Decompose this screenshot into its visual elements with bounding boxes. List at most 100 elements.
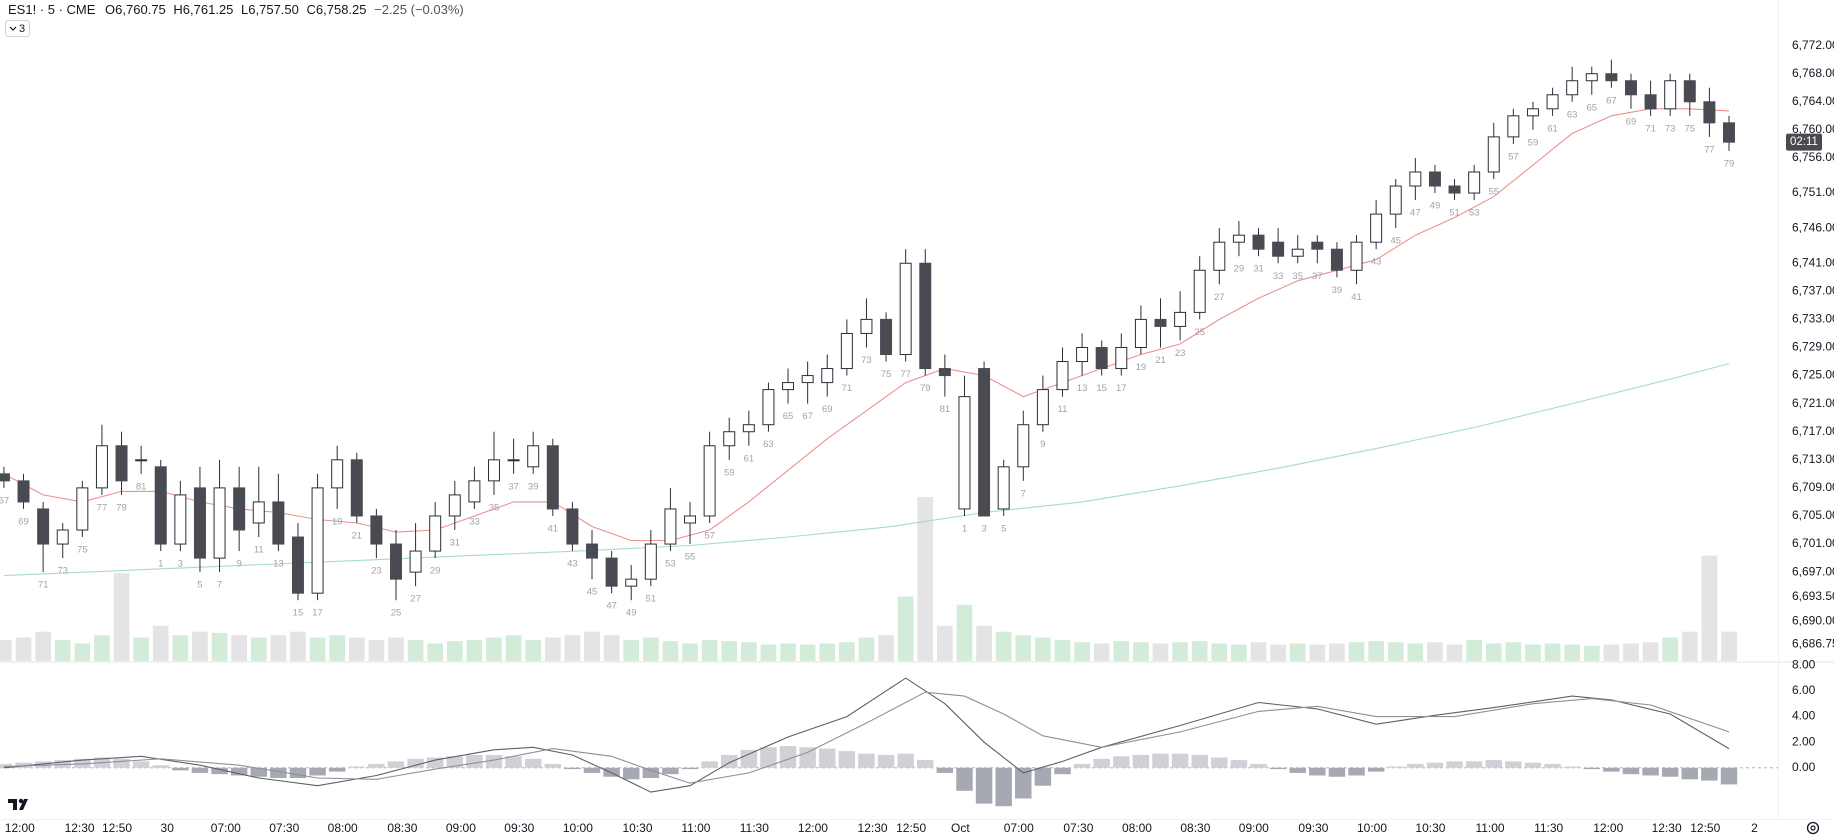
bar-count: 3 [981, 523, 986, 534]
histogram-bar [426, 757, 444, 768]
candle-body [350, 459, 363, 517]
bar-count: 79 [920, 383, 931, 394]
gear-hub[interactable] [1810, 825, 1816, 831]
candle-body [546, 445, 559, 510]
candle-body [1115, 346, 1128, 370]
candle-body [958, 396, 971, 510]
candle-body [1017, 424, 1030, 468]
histogram-bar [1524, 762, 1542, 768]
histogram-bar [132, 761, 150, 768]
volume-bar [897, 596, 914, 661]
chevron-icon[interactable] [9, 26, 17, 31]
histogram-bar [603, 767, 620, 777]
bar-count: 19 [1136, 362, 1147, 373]
histogram-bar [1230, 760, 1248, 768]
gear-icon[interactable] [1806, 821, 1820, 835]
volume-bar [1093, 643, 1110, 661]
candle-body [1526, 108, 1539, 117]
bar-count: 33 [469, 516, 480, 527]
volume-bar [701, 639, 718, 661]
x-tick-label: 07:30 [269, 821, 299, 835]
candle-body [919, 262, 932, 370]
settings-button[interactable] [1806, 821, 1820, 835]
volume-bar [1211, 643, 1228, 661]
candle-body [644, 543, 657, 580]
histogram-bar [740, 749, 758, 768]
bar-count: 71 [38, 580, 49, 591]
candle-body [37, 508, 50, 545]
volume-bar [1191, 641, 1208, 661]
histogram-bar [485, 754, 503, 768]
histogram-bar [779, 746, 797, 768]
indicator-toggle[interactable]: 3 [5, 20, 30, 37]
volume-bar [427, 643, 444, 661]
histogram-bar [1250, 763, 1267, 768]
bar-count: 51 [646, 594, 657, 605]
volume-bar [1721, 631, 1737, 661]
histogram-bar [544, 763, 562, 768]
volume-bar [819, 643, 836, 661]
histogram-bar [1642, 767, 1659, 776]
histogram-bar [1681, 767, 1699, 780]
candle-body [311, 487, 324, 594]
candle-body [488, 459, 500, 482]
candle-body [762, 389, 775, 426]
bar-count: 31 [1253, 264, 1264, 275]
volume-bar [917, 497, 934, 661]
x-tick-label: 12:30 [858, 821, 888, 835]
volume-bar [1564, 644, 1581, 661]
volume-bar [780, 643, 796, 661]
volume-bar [1662, 637, 1679, 661]
x-tick-label: 12:30 [65, 821, 95, 835]
candle-body [1232, 234, 1245, 243]
candle-body [1468, 171, 1481, 194]
ohlc-key: L [241, 2, 248, 17]
bar-count: 73 [57, 566, 68, 577]
candle-body [801, 375, 814, 384]
bar-count: 57 [1508, 151, 1519, 162]
histogram-bar [466, 754, 483, 768]
candle-body [193, 487, 206, 559]
histogram-bar [1407, 763, 1424, 768]
volume-bar [1348, 642, 1365, 661]
x-tick-label: 10:30 [1415, 821, 1445, 835]
volume-bar [1035, 637, 1051, 661]
volume-bar [1113, 641, 1130, 661]
volume-bar [1427, 642, 1443, 661]
candle-body [1507, 115, 1520, 138]
histogram-bar [191, 767, 209, 773]
x-tick-label: 12:00 [5, 821, 35, 835]
bar-count: 71 [1645, 123, 1656, 134]
bar-count: 41 [1351, 292, 1362, 303]
x-tick-label: 12:30 [1652, 821, 1682, 835]
bar-count: 75 [1684, 123, 1695, 134]
volume-bar [133, 637, 149, 661]
y-tick-label: 6,741.00 [1792, 255, 1834, 269]
histogram-bar [642, 767, 660, 779]
histogram-bar [1348, 767, 1365, 776]
volume-bar [1642, 642, 1659, 661]
candle-body [1134, 318, 1147, 348]
histogram-bar [701, 761, 718, 768]
volume-bar [995, 631, 1012, 661]
y-tick-label: 6,709.00 [1792, 480, 1834, 494]
volume-bar [54, 639, 71, 661]
candle-body [742, 424, 755, 433]
bar-count: 69 [822, 404, 833, 415]
candle-body [507, 459, 520, 462]
candle-body [1428, 171, 1441, 187]
toggle-box[interactable] [5, 20, 30, 37]
indicator-count[interactable]: 3 [19, 23, 25, 35]
histogram-bar [74, 758, 91, 768]
histogram-bar [1093, 758, 1110, 768]
x-tick-label: 09:00 [1239, 821, 1269, 835]
volume-bar [584, 631, 600, 661]
macd-line [3, 691, 1730, 784]
candle-body [1389, 185, 1402, 215]
candle-body [17, 480, 30, 503]
y-tick-label: 6,729.00 [1792, 340, 1834, 354]
candle-body [154, 466, 167, 545]
volume-bar [1485, 643, 1502, 661]
